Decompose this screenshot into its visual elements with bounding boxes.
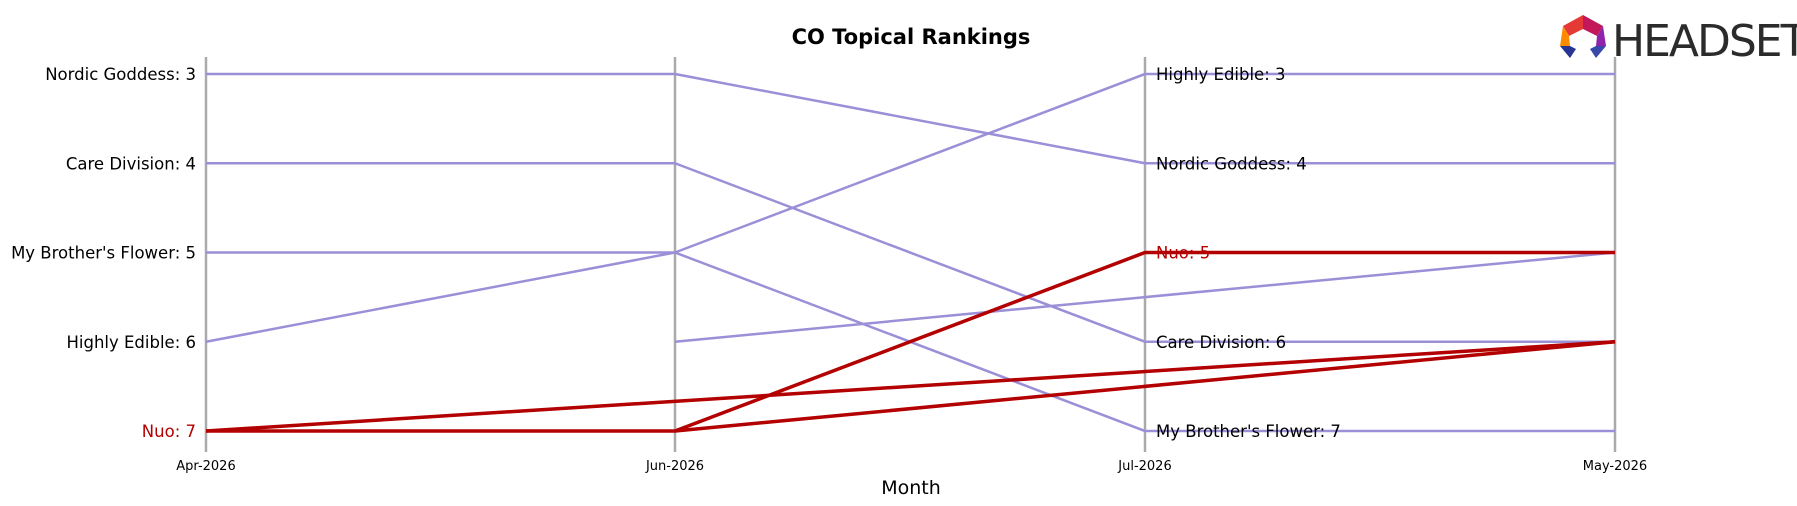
right-rank-label: Highly Edible: 3 [1156, 65, 1286, 84]
series-lines [205, 72, 1616, 433]
headset-logo: HEADSET [1560, 15, 1797, 67]
left-rank-label: Nuo: 7 [142, 422, 196, 441]
x-axis-label: Month [881, 477, 941, 499]
left-rank-label: Highly Edible: 6 [66, 333, 196, 352]
series-line-highly-edible [205, 72, 1615, 343]
chart-title: CO Topical Rankings [792, 25, 1031, 49]
headset-logo-icon [1560, 15, 1606, 58]
left-rank-label: Nordic Goddess: 3 [45, 65, 196, 84]
rank-labels: Nordic Goddess: 3 Care Division: 4 My Brot… [11, 65, 1341, 441]
x-tick-label: May-2026 [1583, 459, 1647, 474]
left-rank-label: My Brother's Flower: 5 [11, 244, 196, 263]
right-rank-label: Care Division: 6 [1156, 333, 1286, 352]
left-rank-label: Care Division: 4 [66, 154, 196, 173]
month-axes [204, 57, 1617, 452]
x-tick-labels: Apr-2026 Jun-2026 Jul-2026 May-2026 [176, 459, 1647, 474]
right-rank-label: Nuo: 5 [1156, 244, 1210, 263]
right-rank-label: My Brother's Flower: 7 [1156, 422, 1341, 441]
x-tick-label: Jun-2026 [645, 459, 704, 474]
series-line-segment-7 [674, 340, 1616, 433]
series-line-care-division [206, 162, 1615, 343]
headset-logo-wordmark: HEADSET [1612, 16, 1797, 67]
right-rank-label: Nordic Goddess: 4 [1156, 154, 1307, 173]
series-line-segment-6 [205, 340, 1616, 433]
series-line-nuo [206, 250, 1615, 433]
x-tick-label: Jul-2026 [1117, 459, 1171, 474]
x-tick-label: Apr-2026 [176, 459, 235, 474]
series-line-nordic-goddess [206, 72, 1615, 165]
series-line-segment-5 [674, 251, 1616, 343]
